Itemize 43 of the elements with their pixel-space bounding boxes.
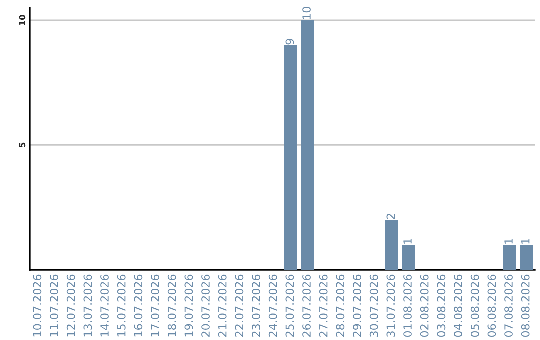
x-tick-label: 05.08.2026 [470, 274, 480, 338]
x-tick-label: 17.07.2026 [151, 274, 160, 337]
x-tick-label: 20.07.2026 [202, 274, 210, 337]
x-tick-label: 01.08.2026 [404, 274, 412, 338]
bar [503, 245, 516, 270]
bar [284, 45, 298, 270]
x-tick-label: 02.08.2026 [420, 274, 429, 338]
x-tick-label: 12.07.2026 [66, 274, 76, 337]
bar [301, 20, 314, 270]
data-label: 1 [522, 239, 530, 244]
bar [385, 220, 398, 270]
data-label: 1 [504, 239, 513, 244]
x-tick-label: 07.08.2026 [504, 274, 513, 338]
x-tick-label: 27.07.2026 [319, 274, 328, 337]
x-tick-label: 18.07.2026 [168, 274, 176, 337]
y-tick-label: 5 [19, 142, 26, 148]
x-tick-label: 23.07.2026 [252, 274, 260, 337]
x-tick-label: 11.07.2026 [50, 274, 58, 337]
data-label: 1 [404, 239, 412, 244]
x-tick-label: 25.07.2026 [286, 274, 294, 337]
data-label: 2 [386, 214, 395, 220]
x-tick-label: 16.07.2026 [134, 274, 143, 337]
data-label: 9 [286, 39, 294, 45]
x-tick-label: 24.07.2026 [268, 274, 278, 337]
x-tick-label: 13.07.2026 [84, 274, 92, 337]
x-tick-label: 10.07.2026 [33, 274, 42, 337]
x-tick-label: 21.07.2026 [218, 274, 227, 337]
x-tick-label: 03.08.2026 [437, 274, 446, 338]
x-tick-label: 06.08.2026 [488, 274, 496, 338]
x-tick-label: 31.07.2026 [386, 274, 396, 337]
bar [402, 245, 416, 270]
x-tick-label: 15.07.2026 [117, 274, 126, 337]
x-tick-label: 29.07.2026 [353, 274, 362, 337]
x-tick-label: 26.07.2026 [302, 274, 311, 337]
data-label: 10 [302, 7, 311, 20]
x-tick-label: 28.07.2026 [336, 274, 345, 337]
x-tick-label: 30.07.2026 [370, 274, 378, 337]
x-tick-label: 19.07.2026 [184, 274, 194, 337]
x-tick-label: 22.07.2026 [235, 274, 244, 337]
x-tick-label: 08.08.2026 [521, 274, 530, 338]
x-tick-label: 04.08.2026 [454, 274, 462, 338]
x-tick-label: 14.07.2026 [100, 274, 109, 337]
bar [520, 245, 534, 270]
